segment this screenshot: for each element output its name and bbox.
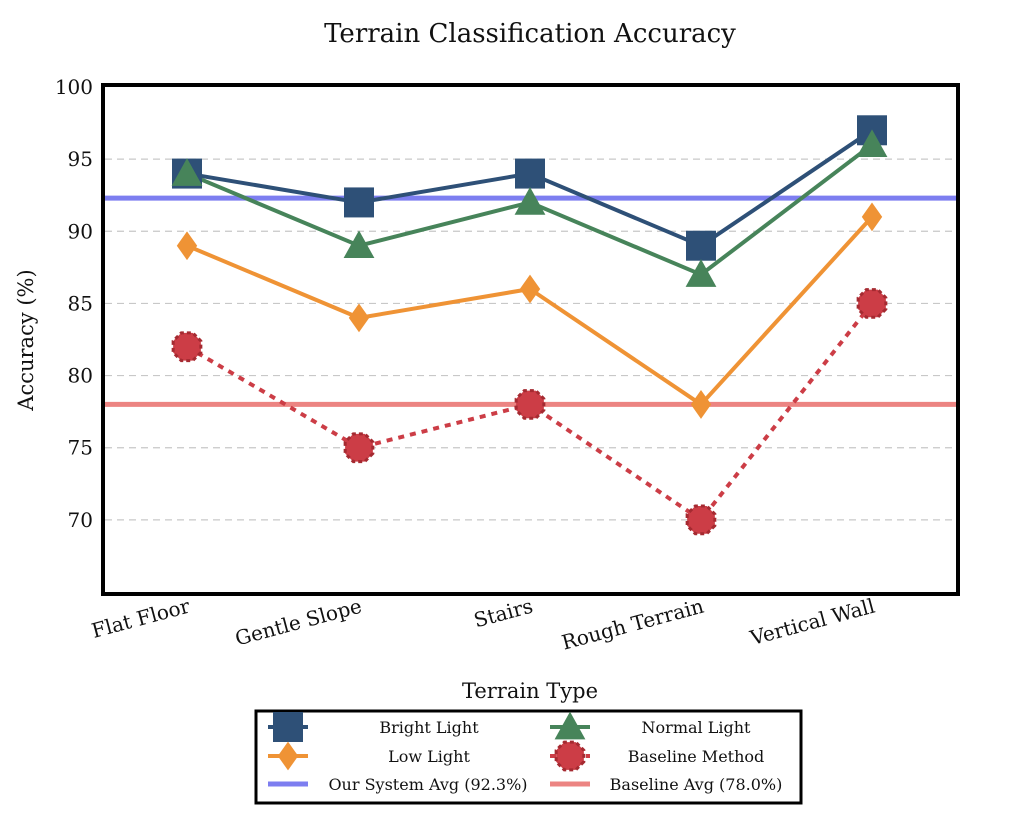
y-tick-label: 90 <box>68 219 93 243</box>
y-tick-label: 100 <box>55 75 93 99</box>
x-tick-label: Flat Floor <box>89 594 193 643</box>
x-tick-labels: Flat Floor Gentle Slope Stairs Rough Terrai… <box>89 594 877 655</box>
data-point <box>514 187 546 215</box>
plot-frame <box>101 83 960 596</box>
series-line <box>186 215 874 407</box>
data-point <box>690 390 712 419</box>
data-point <box>171 158 203 186</box>
y-tick-label: 80 <box>68 364 93 388</box>
x-axis-label: Terrain Type <box>462 679 598 703</box>
x-tick-label: Rough Terrain <box>559 594 706 655</box>
legend-label: Normal Light <box>642 718 751 737</box>
data-point <box>685 504 717 536</box>
data-point <box>686 230 716 261</box>
data-point <box>861 202 883 232</box>
data-point <box>344 187 374 218</box>
data-point <box>171 331 203 363</box>
data-point <box>515 158 545 189</box>
data-point <box>519 274 541 304</box>
legend-marker <box>277 741 299 771</box>
data-point <box>348 303 370 333</box>
y-tick-label: 75 <box>68 436 93 460</box>
y-tick-label: 95 <box>68 147 93 171</box>
data-point <box>176 231 198 261</box>
y-tick-label: 70 <box>68 508 93 532</box>
data-point <box>514 389 546 420</box>
x-tick-label: Stairs <box>471 594 535 633</box>
legend-marker <box>554 711 586 740</box>
legend-marker <box>273 712 303 742</box>
y-tick-labels: 70 75 80 85 90 95 100 <box>55 75 93 532</box>
legend-label: Baseline Method <box>628 747 765 766</box>
series-lines <box>171 115 888 536</box>
data-point <box>343 230 375 259</box>
legend-label: Our System Avg (92.3%) <box>328 775 527 794</box>
legend-label: Bright Light <box>379 718 479 737</box>
data-point <box>685 259 717 287</box>
legend-frame <box>254 709 803 805</box>
y-axis-label: Accuracy (%) <box>14 269 38 411</box>
chart-title: Terrain Classification Accuracy <box>324 19 736 49</box>
legend-label: Baseline Avg (78.0%) <box>610 775 783 794</box>
data-point <box>343 432 375 464</box>
x-tick-label: Vertical Wall <box>747 594 878 651</box>
legend: Bright Light Normal Light Low Light Baselin… <box>254 709 803 805</box>
y-tick-label: 85 <box>68 291 93 315</box>
data-point <box>856 288 888 319</box>
data-point <box>856 129 888 158</box>
legend-marker <box>554 740 586 772</box>
legend-label: Low Light <box>388 747 470 766</box>
x-tick-label: Gentle Slope <box>232 594 364 651</box>
